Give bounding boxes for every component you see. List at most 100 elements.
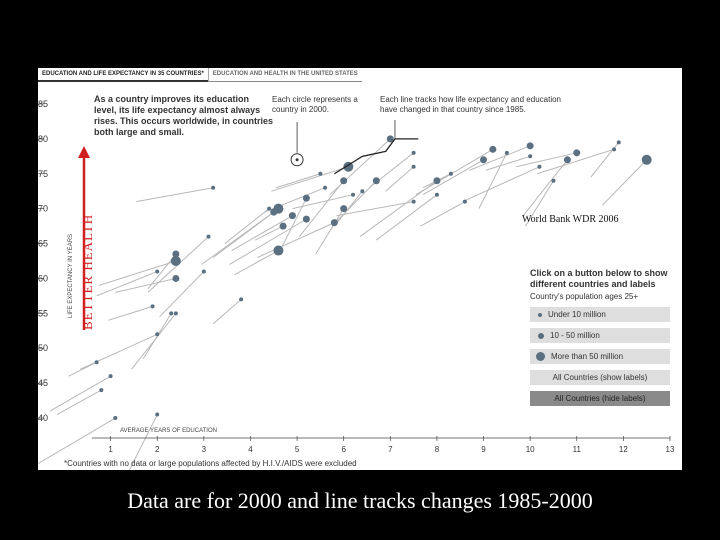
data-point [526, 142, 534, 150]
data-point [273, 245, 284, 256]
trend-line [271, 166, 349, 192]
trend-line [233, 250, 279, 276]
trend-line [98, 260, 177, 286]
trend-line [212, 299, 242, 325]
annotation-circle-dot [295, 158, 299, 162]
line-annotation: Each line tracks how life expectancy and… [380, 95, 561, 114]
trend-line [331, 180, 377, 227]
y-tick-label: 70 [38, 204, 48, 214]
trend-line [536, 148, 615, 175]
trend-line [108, 305, 153, 321]
data-point [302, 215, 310, 223]
x-tick-label: 3 [202, 445, 207, 454]
y-axis-label: LIFE EXPECTANCY IN YEARS [68, 233, 74, 318]
button-label: Under 10 million [548, 310, 606, 319]
data-point [113, 416, 118, 421]
trend-line [478, 152, 508, 209]
x-tick-label: 8 [435, 445, 440, 454]
x-tick-label: 6 [341, 445, 346, 454]
chart-panel: EDUCATION AND LIFE EXPECTANCY IN 35 COUN… [38, 68, 682, 470]
data-point [206, 234, 211, 239]
y-tick-label: 40 [38, 413, 48, 423]
10-50-million-button[interactable]: 10 - 50 million [530, 328, 670, 343]
trend-line [422, 159, 484, 196]
trend-line [96, 271, 158, 297]
y-tick-label: 65 [38, 239, 48, 249]
data-point [641, 154, 652, 165]
data-point [211, 185, 216, 190]
data-point [616, 140, 621, 145]
trend-line [257, 222, 335, 258]
data-point [267, 206, 272, 211]
data-point [288, 212, 296, 220]
data-point [170, 256, 181, 266]
trend-line [136, 187, 214, 203]
x-tick-label: 5 [295, 445, 300, 454]
data-point [480, 156, 488, 164]
data-point [489, 145, 497, 153]
data-point [108, 374, 113, 379]
data-point [537, 164, 542, 169]
trend-line [201, 208, 279, 265]
data-point [462, 199, 467, 204]
show-labels-button[interactable]: All Countries (show labels) [530, 370, 670, 385]
source-label: World Bank WDR 2006 [522, 214, 619, 225]
trend-line [115, 277, 176, 293]
data-point [201, 269, 206, 274]
trend-line [516, 152, 577, 168]
data-point [411, 150, 416, 155]
tab-united-states[interactable]: EDUCATION AND HEALTH IN THE UNITED STATE… [207, 68, 362, 82]
data-point [323, 185, 328, 190]
y-tick-label: 45 [38, 378, 48, 388]
data-point [433, 177, 441, 185]
data-point [563, 156, 571, 164]
slide-caption: Data are for 2000 and line tracks change… [127, 488, 593, 513]
trend-line [254, 225, 284, 241]
trend-line [229, 218, 307, 265]
x-tick-label: 10 [526, 445, 535, 454]
tab-35-countries[interactable]: EDUCATION AND LIFE EXPECTANCY IN 35 COUN… [38, 68, 208, 82]
data-point [169, 311, 174, 316]
data-point [504, 150, 509, 155]
data-point [573, 149, 581, 157]
x-tick-label: 11 [573, 445, 582, 454]
trend-line [315, 208, 345, 255]
trend-line [420, 201, 466, 227]
button-label: 10 - 50 million [550, 331, 600, 340]
data-point [372, 177, 380, 185]
trend-line [376, 194, 438, 241]
button-label: More than 50 million [551, 352, 624, 361]
trend-line [131, 313, 177, 370]
trend-line [329, 138, 391, 196]
y-tick-label: 85 [38, 99, 48, 109]
tab-bar: EDUCATION AND LIFE EXPECTANCY IN 35 COUN… [38, 68, 362, 82]
data-point [318, 171, 323, 176]
highlighted-track-line [334, 138, 419, 175]
data-point [239, 297, 244, 302]
data-point [411, 199, 416, 204]
data-point [340, 205, 348, 213]
x-tick-label: 2 [155, 445, 160, 454]
trend-line [277, 197, 307, 255]
y-tick-label: 80 [38, 134, 48, 144]
hide-labels-button[interactable]: All Countries (hide labels) [530, 391, 670, 406]
under-10-million-button[interactable]: Under 10 million [530, 307, 670, 322]
trend-line [336, 201, 414, 217]
trend-line [462, 166, 540, 203]
trend-line [275, 173, 321, 189]
medium-dot-icon [538, 332, 544, 339]
x-tick-label: 4 [248, 445, 253, 454]
more-than-50-million-button[interactable]: More than 50 million [530, 349, 670, 364]
data-point [150, 304, 155, 309]
data-point [612, 147, 617, 152]
data-point [302, 194, 310, 202]
x-tick-label: 7 [388, 445, 393, 454]
footnote: *Countries with no data or large populat… [64, 459, 357, 468]
trend-line [525, 180, 554, 227]
data-point [360, 189, 365, 194]
data-point [155, 332, 160, 337]
data-point [155, 269, 160, 274]
y-tick-label: 75 [38, 169, 48, 179]
data-point [551, 178, 556, 183]
